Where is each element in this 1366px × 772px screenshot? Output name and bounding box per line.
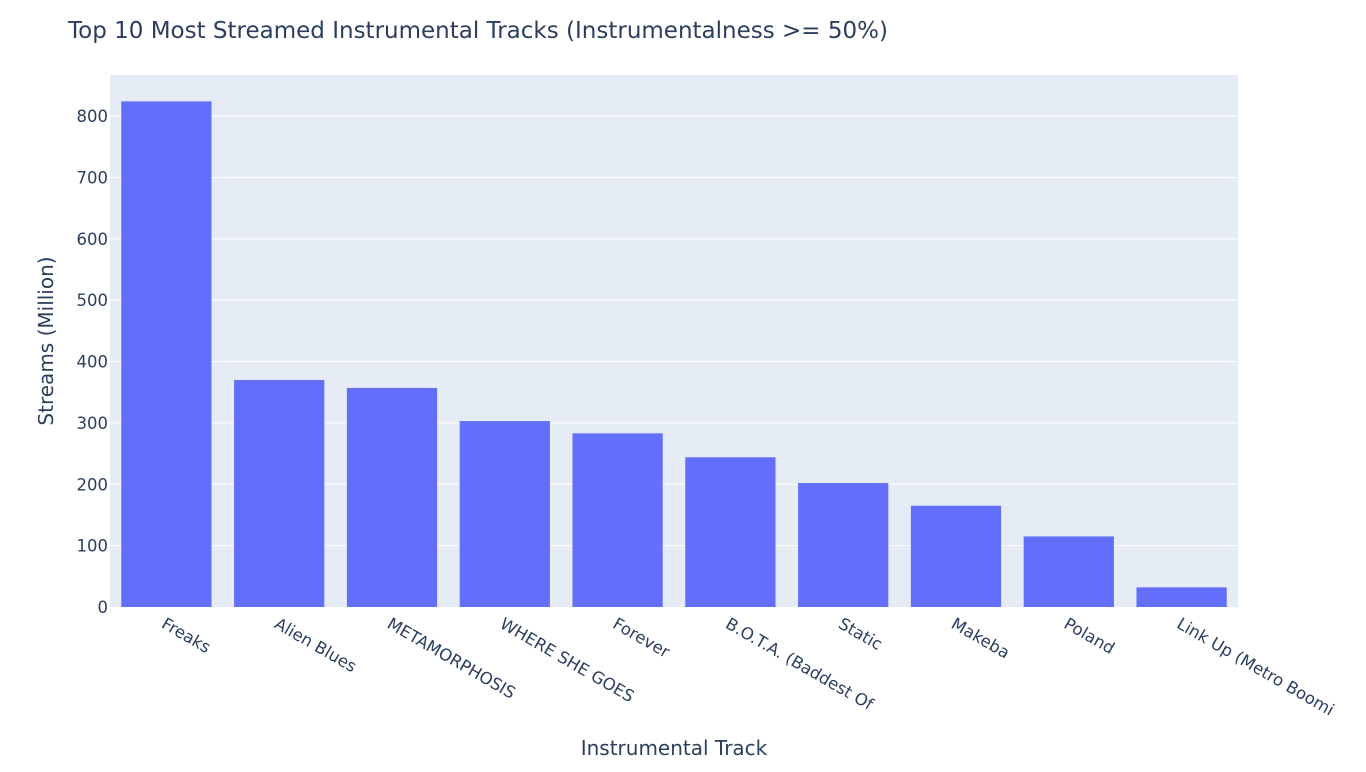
x-tick-label: Forever	[610, 614, 674, 662]
y-tick-label: 100	[77, 537, 109, 556]
bar[interactable]	[346, 387, 438, 607]
y-tick-label: 400	[77, 353, 109, 372]
x-tick-label: Static	[835, 614, 885, 654]
x-tick-label: Link Up (Metro Boomi	[1174, 614, 1338, 719]
y-tick-label: 200	[77, 475, 109, 494]
x-tick-label: Poland	[1061, 614, 1118, 658]
chart-title: Top 10 Most Streamed Instrumental Tracks…	[67, 18, 888, 44]
bar[interactable]	[121, 101, 212, 607]
y-tick-label: 600	[77, 230, 109, 249]
bar[interactable]	[685, 457, 776, 607]
y-tick-label: 500	[77, 291, 109, 310]
x-tick-label: Freaks	[158, 614, 214, 657]
y-tick-label: 300	[77, 414, 109, 433]
y-axis-title: Streams (Million)	[34, 256, 58, 425]
x-tick-label: Makeba	[948, 614, 1013, 662]
bar-series	[121, 101, 1227, 607]
bar[interactable]	[459, 421, 550, 607]
y-tick-label: 700	[77, 168, 109, 187]
y-tick-labels: 0 100 200 300 400 500 600 700 800	[77, 107, 109, 617]
bar[interactable]	[234, 379, 325, 607]
x-axis-title: Instrumental Track	[581, 736, 768, 760]
y-tick-label: 0	[98, 598, 109, 617]
bar[interactable]	[1023, 536, 1114, 607]
y-tick-label: 800	[77, 107, 109, 126]
x-tick-label: Alien Blues	[271, 614, 360, 676]
bar[interactable]	[572, 433, 663, 607]
bar[interactable]	[798, 483, 889, 607]
bar[interactable]	[1136, 587, 1227, 607]
bar[interactable]	[910, 505, 1002, 607]
